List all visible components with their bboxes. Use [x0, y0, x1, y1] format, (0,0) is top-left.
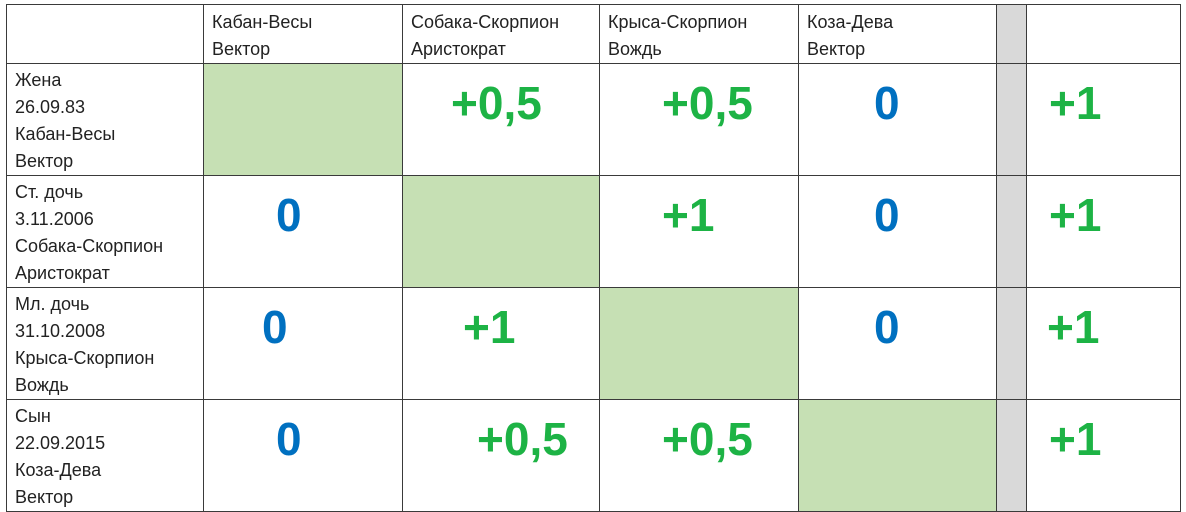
value-cell: 0: [798, 175, 997, 288]
separator-cell: [996, 175, 1027, 288]
diagonal-cell: [599, 287, 799, 400]
table-row: Мл. дочь 31.10.2008 Крыса-Скорпион Вождь 0 …: [6, 287, 1181, 400]
separator-cell: [996, 63, 1027, 176]
header-row: Кабан-Весы Вектор Собака-Скорпион Аристокр…: [6, 4, 1181, 64]
col-header-1: Кабан-Весы Вектор: [203, 4, 403, 64]
value-cell: 0: [203, 399, 403, 512]
total-cell: +1: [1026, 63, 1181, 176]
row-label: Сын 22.09.2015 Коза-Дева Вектор: [6, 399, 204, 512]
diagonal-cell: [203, 63, 403, 176]
separator-cell: [996, 399, 1027, 512]
table-row: Жена 26.09.83 Кабан-Весы Вектор +0,5 +0,5 0…: [6, 63, 1181, 176]
total-cell: +1: [1026, 175, 1181, 288]
col-header-3: Крыса-Скорпион Вождь: [599, 4, 799, 64]
total-header: [1026, 4, 1181, 64]
value-cell: +1: [402, 287, 600, 400]
value-cell: +1: [599, 175, 799, 288]
row-label: Мл. дочь 31.10.2008 Крыса-Скорпион Вождь: [6, 287, 204, 400]
value-cell: +0,5: [599, 399, 799, 512]
diagonal-cell: [798, 399, 997, 512]
value-cell: +0,5: [402, 63, 600, 176]
value-cell: 0: [203, 175, 403, 288]
value-cell: +0,5: [599, 63, 799, 176]
col-header-2: Собака-Скорпион Аристократ: [402, 4, 600, 64]
value-cell: 0: [798, 287, 997, 400]
value-cell: 0: [798, 63, 997, 176]
table-row: Ст. дочь 3.11.2006 Собака-Скорпион Аристокр…: [6, 175, 1181, 288]
compatibility-table: Кабан-Весы Вектор Собака-Скорпион Аристокр…: [6, 4, 1181, 512]
separator-cell: [996, 287, 1027, 400]
separator-column: [996, 4, 1027, 64]
table-row: Сын 22.09.2015 Коза-Дева Вектор 0 +0,5 +0,5…: [6, 399, 1181, 512]
corner-cell: [6, 4, 204, 64]
diagonal-cell: [402, 175, 600, 288]
total-cell: +1: [1026, 399, 1181, 512]
row-label: Жена 26.09.83 Кабан-Весы Вектор: [6, 63, 204, 176]
row-label: Ст. дочь 3.11.2006 Собака-Скорпион Аристокр…: [6, 175, 204, 288]
col-header-4: Коза-Дева Вектор: [798, 4, 997, 64]
value-cell: +0,5: [402, 399, 600, 512]
total-cell: +1: [1026, 287, 1181, 400]
value-cell: 0: [203, 287, 403, 400]
